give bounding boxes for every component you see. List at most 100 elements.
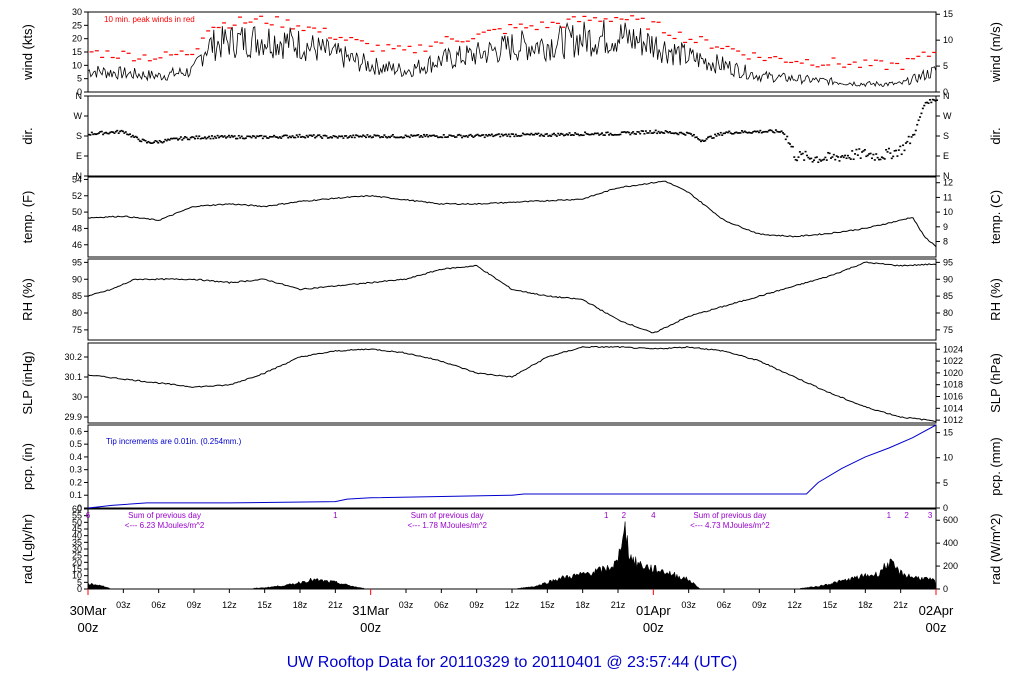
direction-point (268, 135, 271, 138)
direction-point (909, 142, 912, 145)
precipitation-series-line (87, 424, 937, 509)
direction-point (428, 134, 431, 137)
uv-index-mark: 3 (928, 511, 933, 520)
direction-point (524, 133, 527, 136)
direction-point (300, 136, 302, 138)
direction-point (759, 129, 762, 132)
direction-point (479, 135, 482, 137)
y-axis-label-right: temp. (C) (988, 190, 1003, 244)
direction-point (141, 138, 144, 141)
direction-point (805, 154, 808, 157)
direction-point (694, 136, 697, 139)
direction-point (136, 136, 139, 139)
direction-point (381, 136, 384, 138)
direction-point (137, 138, 140, 141)
y-tick-label: 90 (72, 274, 82, 284)
direction-point (215, 137, 218, 139)
direction-point (769, 129, 772, 131)
direction-point (602, 134, 605, 136)
direction-point (885, 148, 888, 151)
direction-point (114, 130, 117, 133)
direction-point (109, 131, 112, 134)
direction-point (121, 130, 124, 133)
direction-point (493, 134, 496, 137)
direction-point (620, 131, 623, 134)
direction-point (107, 132, 110, 135)
y-tick-label-right: 15 (943, 9, 953, 19)
direction-point (581, 134, 584, 137)
direction-point (468, 134, 471, 137)
direction-point (817, 161, 820, 164)
daily-sum-label: Sum of previous day (411, 511, 484, 520)
direction-point (420, 135, 423, 137)
direction-point (233, 135, 236, 137)
direction-point (560, 132, 563, 135)
direction-point (846, 154, 849, 157)
direction-point (311, 135, 314, 137)
direction-point (184, 136, 187, 138)
direction-point (220, 135, 223, 137)
direction-point (810, 157, 813, 160)
x-tick-label: 18z (575, 600, 590, 610)
direction-point (605, 131, 608, 134)
uv-index-mark: 2 (904, 511, 909, 520)
y-tick-label-right: 95 (943, 257, 953, 267)
direction-point (264, 135, 267, 138)
direction-point (387, 135, 390, 138)
direction-point (899, 145, 902, 148)
direction-point (339, 135, 342, 138)
direction-point (701, 139, 704, 142)
direction-point (561, 133, 564, 135)
direction-point (249, 135, 252, 138)
x-tick-label: 09z (469, 600, 484, 610)
direction-point (572, 134, 575, 136)
direction-point (134, 135, 137, 138)
direction-point (643, 132, 646, 135)
direction-point (356, 134, 359, 137)
direction-point (514, 133, 517, 136)
direction-point (609, 132, 612, 135)
direction-point (813, 159, 816, 162)
y-tick-label-right: N (943, 91, 950, 101)
direction-point (844, 154, 847, 157)
x-tick-label: 09z (187, 600, 202, 610)
y-tick-label-right: 5 (943, 61, 948, 71)
direction-point (537, 132, 540, 135)
direction-point (541, 134, 544, 137)
y-tick-label-right: E (943, 151, 949, 161)
direction-point (230, 134, 233, 137)
relative-humidity-series-line (87, 261, 937, 334)
x-tick-label: 15z (823, 600, 838, 610)
direction-point (555, 135, 558, 137)
direction-point (343, 135, 346, 137)
direction-point (195, 135, 198, 137)
direction-point (216, 134, 219, 137)
direction-point (895, 149, 898, 152)
direction-point (774, 129, 777, 131)
direction-point (745, 131, 748, 134)
direction-point (410, 134, 413, 136)
direction-point (449, 134, 452, 137)
y-axis-label: temp. (F) (20, 191, 35, 244)
direction-point (832, 153, 835, 156)
direction-point (722, 132, 725, 135)
direction-point (104, 131, 107, 134)
direction-point (462, 135, 465, 137)
direction-point (629, 133, 632, 136)
direction-point (613, 133, 616, 136)
direction-point (397, 136, 400, 139)
direction-point (531, 133, 534, 136)
direction-point (666, 130, 669, 133)
direction-point (709, 135, 712, 138)
day-hour-label: 00z (360, 620, 381, 635)
direction-point (469, 133, 472, 136)
direction-point (697, 138, 700, 140)
direction-point (492, 135, 495, 138)
direction-point (678, 131, 681, 134)
direction-point (725, 131, 728, 133)
direction-point (787, 142, 790, 144)
direction-point (400, 136, 403, 138)
direction-point (367, 136, 370, 138)
y-tick-label: 0 (77, 584, 82, 594)
direction-point (910, 136, 913, 138)
